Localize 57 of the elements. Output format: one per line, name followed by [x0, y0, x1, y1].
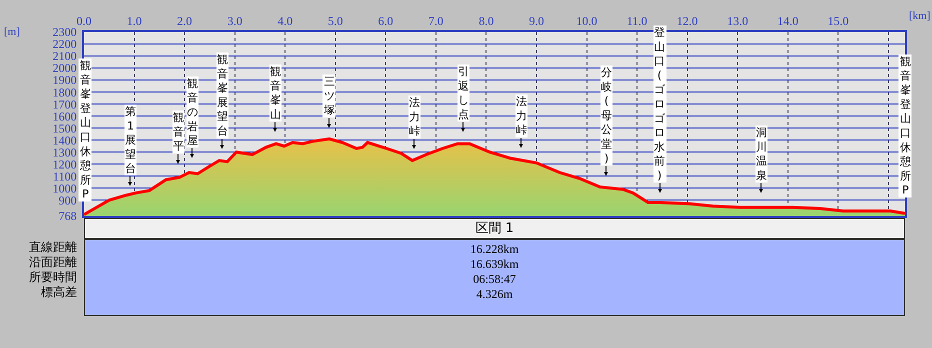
x-tick-label: 9.0	[528, 14, 544, 28]
y-tick-label: 1700	[52, 97, 77, 112]
annotation: 分岐(母公堂)	[601, 66, 612, 165]
y-tick-label: 1000	[52, 181, 77, 196]
x-tick-label: 12.0	[676, 14, 698, 28]
y-tick-label: 1800	[52, 85, 77, 100]
x-tick-label: 1.0	[126, 14, 142, 28]
y-tick-label: 1400	[52, 133, 77, 148]
y-tick-label: 900	[58, 193, 77, 208]
annotation: 観音峯展望台	[217, 53, 228, 138]
text: 06:58:47	[472, 272, 517, 287]
text: 16.228km	[469, 242, 520, 257]
text: 標高差	[41, 285, 77, 300]
annotation: 法力峠	[409, 96, 420, 138]
text: 観音峯登山口休憩所P	[900, 55, 911, 197]
x-tick-label: 11.0	[626, 14, 648, 28]
y-tick-label: 1100	[53, 169, 77, 184]
text: 沿面距離	[29, 255, 77, 270]
x-tick-label: 14.0	[777, 14, 798, 28]
annotation: 法力峠	[516, 95, 527, 137]
x-tick-label: 4.0	[278, 14, 293, 28]
y-axis-title: [m]	[4, 26, 20, 38]
text: 観音峯登山口休憩所P	[80, 59, 91, 201]
y-tick-label: 2100	[52, 49, 77, 64]
y-tick-label: 768	[58, 209, 77, 224]
y-tick-label: 1500	[52, 121, 77, 136]
x-axis-title: [km]	[909, 10, 930, 22]
text: 区間 1	[84, 218, 905, 239]
text: 登山口(ゴロゴロ水前)	[654, 26, 665, 182]
y-tick-label: 1200	[52, 157, 77, 172]
x-tick-label: 8.0	[478, 14, 494, 28]
annotation: 観音の岩屋	[187, 77, 198, 148]
x-tick-label: 5.0	[328, 14, 343, 28]
x-tick-label: 10.0	[576, 14, 598, 28]
annotation: 観音平	[173, 111, 184, 153]
y-tick-label: 2200	[52, 37, 77, 52]
y-tick-label: 1300	[52, 145, 77, 160]
annotation: 洞川温泉	[756, 126, 767, 182]
x-tick-label: 7.0	[428, 14, 444, 28]
annotation: 三ツ塚	[323, 75, 335, 117]
text: 所要時間	[29, 270, 77, 285]
y-tick-label: 2300	[52, 25, 77, 40]
x-tick-label: 6.0	[378, 14, 394, 28]
x-tick-label: 2.0	[177, 14, 192, 28]
text: 16.639km	[469, 257, 520, 272]
annotation: 第1展望台	[125, 105, 136, 176]
text: 4.326m	[475, 287, 514, 302]
x-tick-label: 3.0	[227, 14, 242, 28]
annotation: 引返し点	[458, 65, 469, 121]
text: 直線距離	[29, 240, 77, 255]
annotation: 観音峯山	[270, 65, 281, 121]
y-tick-label: 2000	[52, 61, 77, 76]
x-tick-label: 0.0	[76, 14, 92, 28]
y-tick-label: 1600	[52, 109, 77, 124]
y-tick-label: 1900	[52, 73, 77, 88]
x-tick-label: 15.0	[828, 14, 849, 28]
x-tick-label: 13.0	[727, 14, 748, 28]
